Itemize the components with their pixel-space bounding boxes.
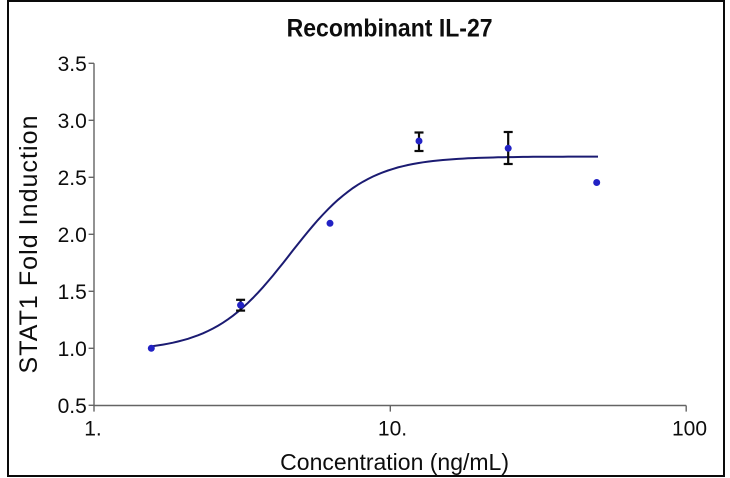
svg-text:1.0: 1.0 xyxy=(58,338,87,361)
svg-text:1.: 1. xyxy=(84,418,102,441)
svg-text:STAT1 Fold Induction: STAT1 Fold Induction xyxy=(15,116,43,374)
svg-text:10.: 10. xyxy=(378,418,407,441)
svg-text:3.5: 3.5 xyxy=(58,53,87,76)
svg-text:3.0: 3.0 xyxy=(58,110,87,133)
svg-text:1.5: 1.5 xyxy=(58,281,87,304)
svg-text:2.5: 2.5 xyxy=(58,167,87,190)
svg-text:2.0: 2.0 xyxy=(58,224,87,247)
svg-text:Recombinant IL-27: Recombinant IL-27 xyxy=(287,15,493,43)
svg-text:100: 100 xyxy=(672,418,707,441)
svg-text:0.5: 0.5 xyxy=(58,395,87,418)
svg-text:Concentration (ng/mL): Concentration (ng/mL) xyxy=(280,449,509,475)
